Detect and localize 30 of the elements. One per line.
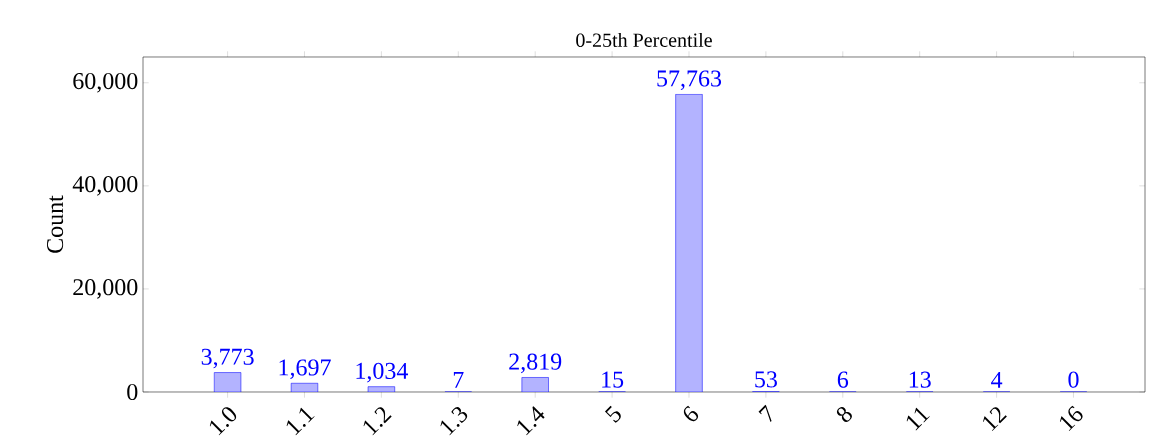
chart-title: 0-25th Percentile [576,32,712,47]
x-tick-label: 5 [604,405,621,423]
x-tick-label: 1.4 [517,406,545,436]
x-tick-label: 16 [1059,405,1083,432]
data-label: 3,773 [201,348,254,369]
data-label: 1,697 [279,359,331,379]
data-label: 15 [602,371,624,388]
y-tick-label: 40,000 [72,176,138,196]
data-label: 6 [837,371,849,388]
data-label: 0 [1068,371,1079,388]
x-tick-label: 7 [758,404,772,422]
data-label: 57,763 [657,70,722,91]
x-tick-label: 12 [983,407,1007,432]
x-tick-label: 1.0 [209,407,237,436]
data-label: 4 [991,371,1003,388]
y-tick-label: 0 [127,383,138,401]
x-tick-label: 8 [836,406,852,422]
data-label: 2,819 [509,353,562,374]
x-tick-label: 1.1 [286,407,315,436]
y-tick-label: 60,000 [73,72,138,93]
data-label: 13 [909,371,931,388]
x-tick-label: 6 [683,405,699,422]
data-label: 53 [755,371,777,388]
x-tick-label: 11 [906,407,930,431]
x-tick-label: 1.2 [363,407,392,436]
y-tick-label: 20,000 [73,279,138,299]
y-axis-title: Count [47,195,64,253]
x-tick-label: 1.3 [440,407,468,436]
data-label: 7 [453,371,464,388]
data-label: 1,034 [356,362,409,383]
